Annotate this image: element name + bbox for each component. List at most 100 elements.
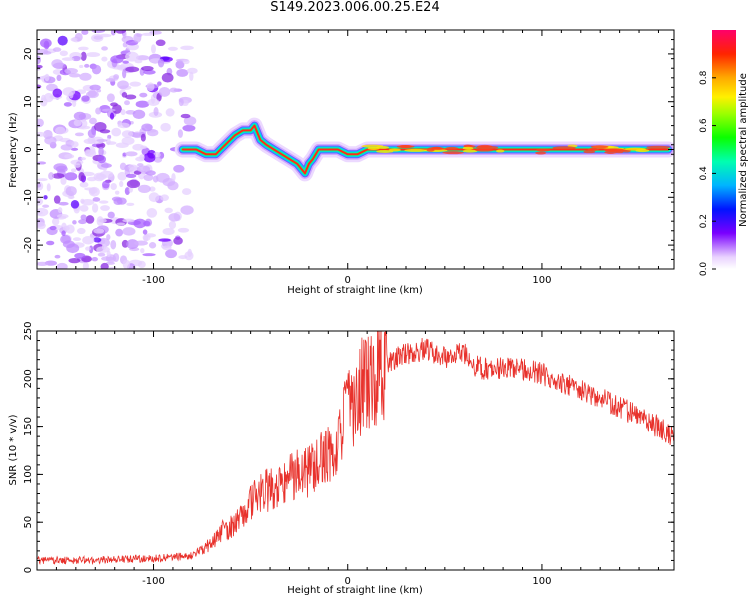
noise-blob	[79, 64, 84, 69]
noise-blob	[100, 262, 109, 269]
noise-blob	[181, 188, 192, 196]
noise-blob	[158, 86, 171, 97]
colorbar-tick-label: 0.8	[699, 70, 709, 85]
ridge-highlight	[398, 144, 412, 148]
noise-blob	[37, 261, 49, 266]
noise-blob	[140, 133, 146, 142]
colorbar	[712, 30, 736, 269]
noise-blob	[101, 46, 108, 51]
ridge-highlight	[624, 147, 646, 151]
noise-blob	[153, 107, 159, 116]
noise-blob	[93, 237, 102, 243]
ridge-highlight	[587, 147, 599, 151]
noise-blob	[78, 171, 85, 182]
noise-blob	[142, 253, 156, 257]
noise-blob	[94, 121, 107, 132]
ridge-highlight	[462, 146, 474, 150]
noise-blob	[165, 108, 175, 117]
noise-blob	[68, 258, 81, 264]
noise-blob	[171, 173, 176, 182]
noise-blob	[105, 78, 116, 82]
noise-blob	[74, 132, 84, 137]
noise-blob	[81, 95, 90, 102]
noise-blob	[54, 254, 61, 259]
noise-blob	[37, 131, 46, 137]
noise-blob	[132, 143, 144, 151]
snr-line-plot	[37, 331, 674, 566]
noise-blob	[143, 152, 156, 163]
noise-blob	[114, 30, 127, 34]
noise-blob	[55, 165, 68, 173]
noise-blob	[121, 130, 134, 138]
colorbar-tick-label: 0.0	[699, 262, 709, 277]
noise-blob	[140, 247, 145, 254]
ridge-highlight	[590, 145, 609, 149]
noise-blob	[125, 51, 139, 62]
noise-blob	[72, 220, 77, 225]
noise-blob	[115, 228, 124, 237]
x-tick-label: 100	[532, 275, 551, 286]
noise-blob	[65, 186, 77, 197]
noise-blob	[167, 46, 178, 51]
noise-blob	[168, 220, 177, 230]
noise-blob	[60, 177, 67, 185]
noise-blob	[86, 176, 97, 182]
noise-blob	[86, 52, 101, 58]
noise-blob	[114, 190, 120, 195]
noise-blob	[182, 59, 190, 65]
spectrogram-y-axis-label: Frequency (Hz)	[8, 112, 19, 188]
spectrogram-heatmap	[37, 30, 674, 269]
noise-blob	[155, 39, 166, 47]
noise-blob	[89, 84, 101, 91]
noise-blob	[147, 129, 159, 137]
snr-y-axis-label: SNR (10 * v/v)	[8, 414, 19, 485]
noise-blob	[148, 192, 160, 203]
noise-blob	[70, 147, 79, 151]
noise-blob	[106, 137, 111, 146]
ridge-highlight	[376, 149, 394, 153]
noise-blob	[149, 186, 156, 192]
noise-blob	[44, 73, 50, 82]
y-tick-label: 0	[23, 567, 34, 573]
noise-blob	[70, 37, 78, 42]
noise-blob	[64, 172, 77, 178]
noise-blob	[79, 72, 92, 81]
noise-blob	[37, 64, 43, 69]
noise-blob	[126, 179, 141, 189]
noise-blob	[57, 35, 68, 46]
ridge-highlight	[552, 146, 576, 150]
noise-blob	[111, 127, 122, 137]
ridge-highlight	[604, 150, 617, 154]
noise-blob	[164, 207, 173, 214]
noise-blob	[125, 66, 140, 73]
noise-blob	[44, 136, 57, 145]
noise-blob	[42, 204, 50, 208]
noise-blob	[125, 94, 137, 100]
noise-blob	[177, 227, 190, 233]
noise-blob	[125, 151, 138, 157]
noise-blob	[158, 238, 171, 242]
noise-blob	[117, 122, 130, 129]
noise-blob	[56, 214, 69, 219]
noise-blob	[119, 162, 127, 171]
noise-blob	[100, 163, 112, 168]
noise-blob	[157, 81, 162, 86]
noise-blob	[189, 71, 194, 81]
noise-blob	[64, 154, 75, 159]
noise-blob	[85, 246, 91, 251]
noise-blob	[91, 34, 104, 43]
noise-blob	[52, 88, 63, 98]
noise-blob	[124, 100, 130, 106]
noise-blob	[78, 219, 87, 225]
noise-blob	[106, 250, 111, 258]
noise-blob	[165, 249, 178, 259]
noise-blob	[79, 181, 89, 188]
noise-blob	[101, 108, 116, 112]
noise-blob	[97, 252, 106, 257]
noise-blob	[37, 197, 44, 206]
noise-blob	[55, 126, 66, 135]
noise-blob	[182, 124, 196, 132]
noise-blob	[121, 92, 128, 98]
noise-blob	[71, 141, 79, 148]
y-tick-label: 200	[23, 369, 34, 388]
